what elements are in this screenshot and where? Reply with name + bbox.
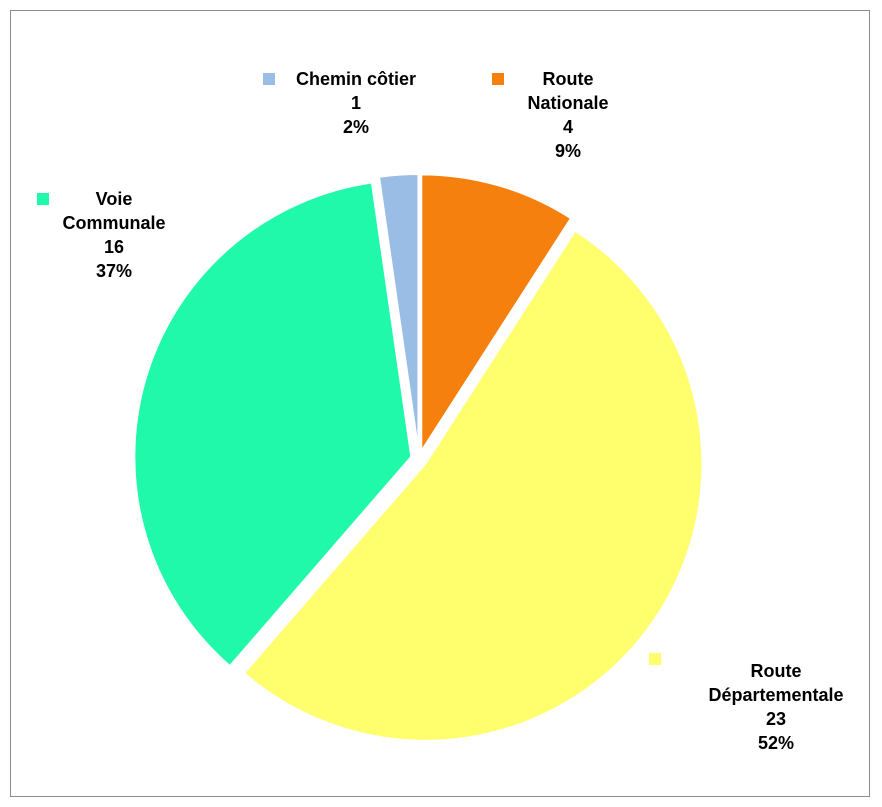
- pie-slice-route-nationale: [420, 173, 573, 455]
- route-departementale-value: 23: [765, 709, 787, 729]
- pie-slice-voie-communale: [133, 181, 413, 668]
- voie-communale-value: 16: [103, 237, 125, 257]
- route-nationale-value: 4: [562, 117, 573, 137]
- voie-communale-label: Voie Communale 16 37%: [49, 187, 179, 283]
- pie-slice-chemin-cotier: [377, 173, 420, 452]
- pie-slice-route-departementale: [242, 229, 704, 742]
- route-nationale-label: Route Nationale 4 9%: [503, 67, 633, 163]
- chemin-cotier-percent: 2%: [342, 117, 369, 137]
- route-nationale-percent: 9%: [554, 141, 581, 161]
- route-nationale-name-2: Nationale: [527, 93, 609, 113]
- chart-frame: Chemin côtier 1 2% Route Nationale 4 9% …: [10, 10, 870, 797]
- chemin-cotier-key: [263, 73, 275, 85]
- route-nationale-key: [492, 73, 504, 85]
- pie-chart: [133, 173, 704, 742]
- voie-communale-percent: 37%: [95, 261, 133, 281]
- voie-communale-name-2: Communale: [62, 213, 166, 233]
- route-nationale-name-1: Route: [542, 69, 594, 89]
- route-departementale-label: Route Départementale 23 52%: [686, 659, 866, 755]
- chemin-cotier-name: Chemin côtier: [295, 69, 417, 89]
- voie-communale-name-1: Voie: [95, 189, 133, 209]
- route-departementale-name-2: Départementale: [708, 685, 844, 705]
- chemin-cotier-label: Chemin côtier 1 2%: [281, 67, 431, 139]
- chemin-cotier-value: 1: [350, 93, 361, 113]
- voie-communale-key: [37, 193, 49, 205]
- route-departementale-key: [649, 653, 661, 665]
- route-departementale-percent: 52%: [757, 733, 795, 753]
- route-departementale-name-1: Route: [750, 661, 802, 681]
